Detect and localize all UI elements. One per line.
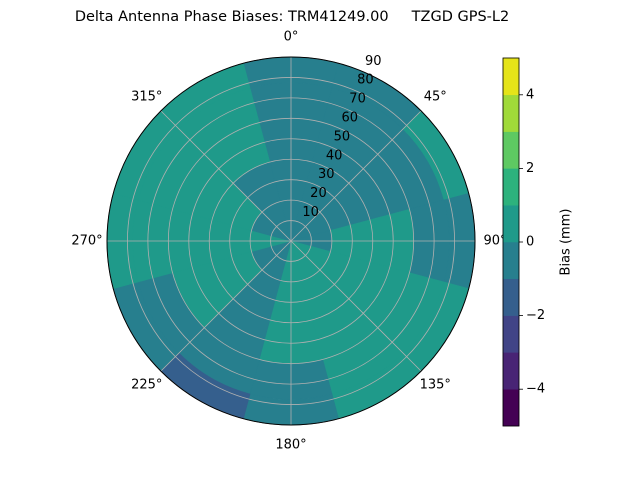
chart-title: Delta Antenna Phase Biases: TRM41249.00 … bbox=[75, 9, 509, 25]
colorbar-segment bbox=[502, 94, 520, 132]
r-tick-label: 50 bbox=[334, 129, 351, 144]
theta-tick-label: 45° bbox=[424, 89, 447, 104]
r-tick-label: 20 bbox=[310, 186, 327, 201]
theta-tick-label: 270° bbox=[71, 234, 102, 249]
theta-grid-line bbox=[290, 240, 422, 372]
theta-tick-label: 135° bbox=[420, 378, 451, 393]
theta-grid-line bbox=[160, 240, 292, 372]
theta-tick-label: 225° bbox=[131, 378, 162, 393]
colorbar-segment bbox=[502, 352, 520, 390]
colorbar-tick-label: 4 bbox=[526, 87, 534, 102]
colorbar-tick-label: 2 bbox=[526, 161, 534, 176]
colorbar-tick-label: 0 bbox=[526, 235, 534, 250]
colorbar-segment bbox=[502, 241, 520, 280]
r-tick-label: 30 bbox=[318, 167, 335, 182]
colorbar-segment bbox=[502, 278, 520, 316]
theta-grid-line bbox=[160, 110, 292, 242]
colorbar-segment bbox=[502, 168, 520, 206]
colorbar-segment bbox=[502, 204, 520, 243]
polar-frame bbox=[106, 56, 476, 426]
colorbar-segment bbox=[502, 315, 520, 353]
colorbar-segment bbox=[502, 388, 520, 427]
r-tick-label: 90 bbox=[365, 54, 382, 69]
theta-tick-label: 90° bbox=[483, 234, 506, 249]
theta-tick-label: 180° bbox=[275, 438, 306, 453]
r-tick-label: 70 bbox=[349, 92, 366, 107]
r-tick-label: 10 bbox=[302, 205, 319, 220]
r-tick-label: 40 bbox=[326, 148, 343, 163]
theta-grid-line bbox=[290, 110, 422, 242]
r-tick-label: 60 bbox=[341, 110, 358, 125]
theta-tick-label: 315° bbox=[131, 89, 162, 104]
colorbar-label: Bias (mm) bbox=[559, 209, 574, 276]
colorbar-tick-label: −4 bbox=[526, 382, 545, 397]
r-tick-label: 80 bbox=[357, 73, 374, 88]
colorbar-segment bbox=[502, 131, 520, 169]
colorbar-segment bbox=[502, 57, 520, 96]
theta-tick-label: 0° bbox=[284, 30, 299, 45]
colorbar-tick-label: −2 bbox=[526, 308, 545, 323]
